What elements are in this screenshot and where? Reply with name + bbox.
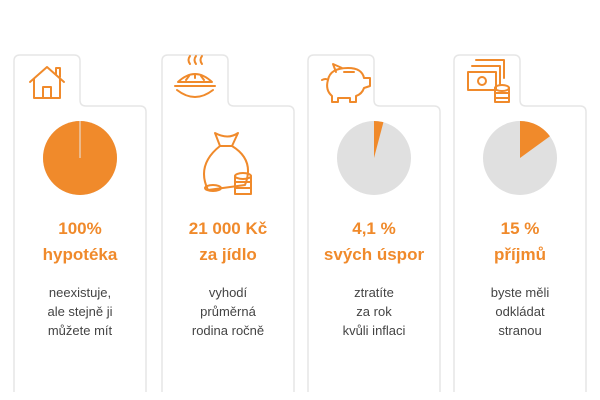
description: můžete mít bbox=[48, 323, 113, 338]
card bbox=[307, 54, 441, 392]
description: byste měli bbox=[491, 285, 550, 300]
pie-slice bbox=[520, 121, 550, 158]
headline: příjmů bbox=[494, 245, 546, 264]
description: průměrná bbox=[200, 304, 256, 319]
money-icon bbox=[467, 59, 510, 103]
description: neexistuje, bbox=[49, 285, 111, 300]
description: stranou bbox=[498, 323, 541, 338]
headline: za jídlo bbox=[199, 245, 257, 264]
headline: 4,1 % bbox=[352, 219, 395, 238]
description: odkládat bbox=[495, 304, 545, 319]
headline: svých úspor bbox=[324, 245, 425, 264]
money-bag-icon bbox=[203, 132, 252, 195]
house-icon bbox=[29, 66, 65, 99]
card bbox=[13, 54, 147, 392]
headline: hypotéka bbox=[43, 245, 118, 264]
card bbox=[161, 54, 295, 392]
pie-food-icon bbox=[174, 55, 216, 98]
description: ale stejně ji bbox=[47, 304, 112, 319]
description: ztratíte bbox=[354, 285, 394, 300]
description: kvůli inflaci bbox=[343, 323, 406, 338]
headline: 100% bbox=[58, 219, 101, 238]
piggy-bank-icon bbox=[321, 63, 371, 103]
card bbox=[453, 54, 587, 392]
description: za rok bbox=[356, 304, 392, 319]
description: vyhodí bbox=[209, 285, 248, 300]
headline: 21 000 Kč bbox=[189, 219, 267, 238]
pie-slice bbox=[374, 121, 384, 158]
headline: 15 % bbox=[501, 219, 540, 238]
cards: 100% hypotéka neexistuje, ale stejně ji může… bbox=[13, 54, 587, 392]
description: rodina ročně bbox=[192, 323, 264, 338]
